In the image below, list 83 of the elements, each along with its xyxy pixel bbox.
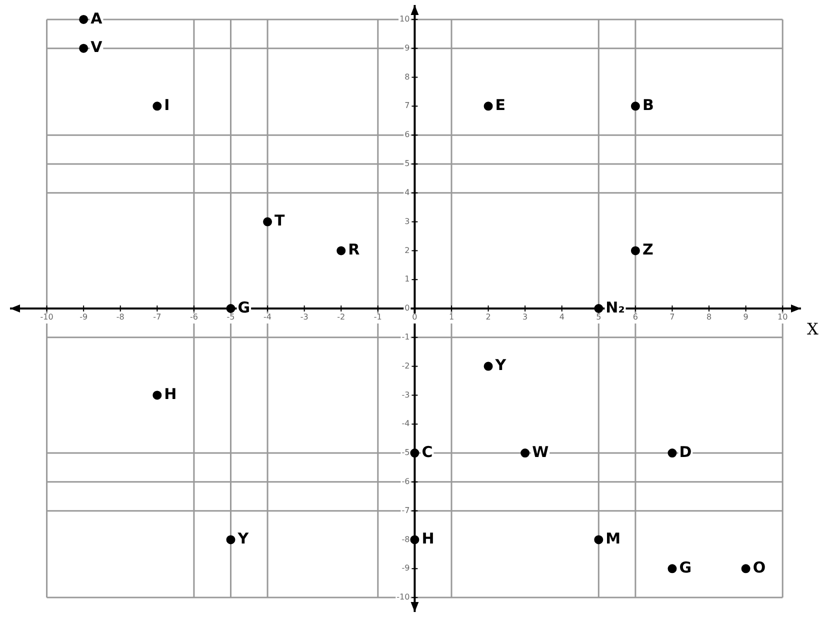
annotation: O [752,558,766,577]
point [79,14,88,24]
x-tick-label: 4 [559,312,564,322]
annotation: G [679,558,692,577]
point [741,564,750,574]
annotation: Y [494,356,508,374]
point [263,217,272,226]
point [520,448,530,458]
y-tick-label: -4 [402,419,410,428]
point [484,102,493,111]
x-tick-label: 7 [670,312,675,322]
x-tick-label: -2 [337,312,346,322]
x-tick-label: 9 [743,312,748,322]
y-tick-label: 6 [404,130,410,140]
point [152,102,162,111]
x-tick-label: 1 [448,312,454,322]
annotation: H [422,530,434,548]
y-tick-label: 1 [404,274,410,284]
x-tick-label: -3 [300,312,308,322]
y-tick-label: 3 [404,216,410,226]
y-tick-label: -7 [402,506,410,515]
y-tick-label: 4 [404,188,410,197]
y-tick-label: -5 [402,448,410,458]
y-tick-label: 10 [400,14,410,24]
point [630,246,640,256]
y-tick-label: -8 [402,534,410,544]
point [336,246,346,256]
y-tick-label: 0 [404,304,410,313]
point [226,304,236,313]
annotation: T [274,212,286,230]
annotation: I [164,96,170,114]
annotation: R [348,240,360,259]
x-tick-label: -6 [190,312,198,322]
annotation: M [606,530,621,548]
x-tick-label: 0 [412,312,418,322]
point [668,564,677,574]
annotation: H [164,385,177,404]
y-tick-label: -10 [396,592,410,602]
x-tick-label: -1 [374,312,382,322]
x-tick-label: 6 [632,312,638,322]
x-tick-label: -10 [40,312,54,322]
x-axis-title: X [807,320,819,339]
point [79,44,88,53]
y-tick-label: 2 [404,246,410,255]
annotation: A [90,9,103,28]
x-tick-label: 2 [486,312,491,322]
annotation: V [90,38,103,56]
annotation: C [422,442,433,461]
y-tick-label: 8 [404,72,410,82]
x-tick-label: -9 [80,312,88,322]
annotation: B [642,96,654,114]
annotation: N₂ [606,298,625,316]
y-tick-label: 5 [404,159,410,168]
y-tick-label: -2 [402,361,410,370]
point [484,362,493,371]
annotation: W [532,442,550,461]
y-tick-label: -9 [402,564,410,573]
y-tick-label: -3 [402,390,410,400]
annotation: D [679,442,692,461]
y-tick-label: -6 [402,477,410,486]
annotation: Z [642,240,654,259]
x-tick-label: -4 [264,312,272,322]
x-tick-label: -5 [226,312,235,322]
point [594,535,604,544]
point [594,304,604,313]
x-tick-label: -7 [153,312,162,322]
x-tick-label: -8 [116,312,124,322]
point [410,535,420,544]
point [410,448,420,458]
point [226,535,236,544]
y-tick-label: 7 [404,101,410,110]
x-tick-label: 10 [778,312,788,322]
annotation: E [495,96,506,114]
point [668,448,677,458]
x-tick-label: 5 [596,312,602,322]
x-tick-label: 3 [522,312,528,322]
annotation: Y [236,530,250,548]
point [152,390,162,400]
annotation: G [238,298,250,316]
x-tick-label: 8 [706,312,712,322]
point [630,102,640,111]
y-tick-label: 9 [404,43,410,52]
y-tick-label: -1 [402,332,410,342]
